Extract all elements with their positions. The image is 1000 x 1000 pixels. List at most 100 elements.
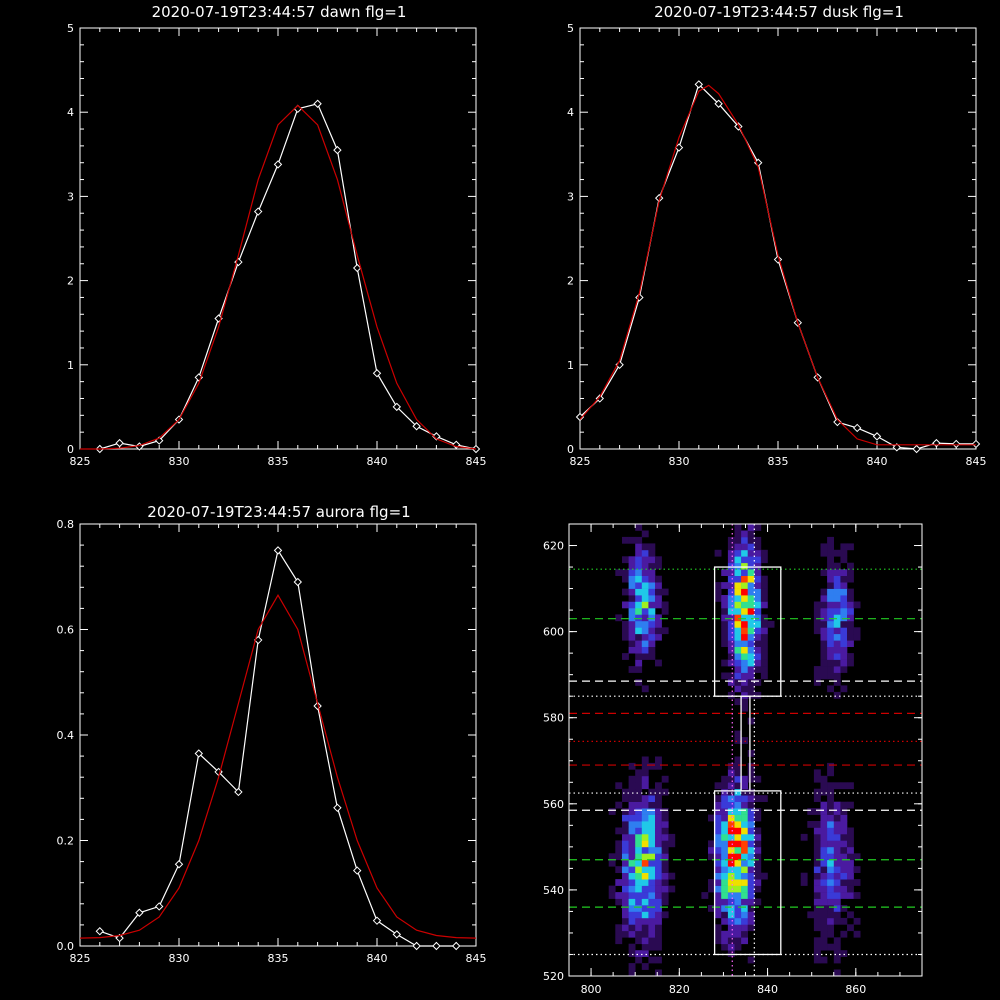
aurora-x-tick-label: 835 (268, 952, 289, 965)
aurora-spectrum-plot: 2020-07-19T23:44:57 aurora flg=1 825 830 8… (57, 503, 487, 965)
aurora-data-point (115, 933, 124, 943)
heatmap-cell (641, 614, 649, 622)
heatmap-cell (747, 607, 755, 615)
heatmap-cell (655, 879, 662, 886)
heatmap-cell (622, 575, 629, 583)
heatmap-cell (628, 627, 636, 635)
heatmap-cell (727, 582, 735, 589)
heatmap-cell (727, 937, 735, 945)
dawn-spectrum-plot: 2020-07-19T23:44:57 dawn flg=1 825 830 835… (67, 3, 487, 468)
heatmap-cell (813, 627, 821, 635)
heatmap-cell (635, 930, 643, 938)
dusk-data-point (872, 432, 882, 441)
heatmap-cell (754, 627, 762, 635)
heatmap-cell (734, 872, 742, 880)
heatmap-cell (741, 924, 748, 932)
heatmap-cell (648, 640, 656, 647)
heatmap-cell (813, 679, 821, 686)
heatmap-cell (840, 801, 848, 809)
heatmap-cell (648, 859, 656, 867)
heatmap-cell (813, 775, 821, 783)
heatmap-cell (741, 653, 748, 660)
heatmap-cell (747, 885, 755, 893)
dusk-y-tick-label: 3 (567, 190, 574, 203)
heatmap-cell (833, 601, 841, 609)
heatmap-cell (734, 795, 742, 802)
heatmap-cell (635, 575, 643, 583)
aurora-data-point (451, 941, 461, 951)
heatmap-cell (847, 607, 854, 615)
dawn-data-point (313, 99, 322, 108)
heatmap-cell (641, 762, 649, 770)
dawn-y-tick-label: 0 (67, 443, 74, 456)
heatmap-cell (628, 775, 636, 783)
heatmap-cell (655, 814, 662, 822)
heatmap-cell (747, 795, 755, 802)
heatmap-cell (734, 808, 742, 815)
heatmap-cell (635, 549, 643, 557)
aurora-data-point (392, 930, 402, 939)
heatmap-cell (813, 833, 821, 841)
heatmap-cell (661, 885, 669, 893)
heatmap-cell (741, 917, 748, 925)
dawn-x-tick-label: 825 (70, 455, 91, 468)
heatmap-cell (727, 549, 735, 557)
heatmap-cell (847, 569, 854, 576)
heatmap-cell (641, 685, 649, 693)
heatmap-cell (661, 892, 669, 899)
dusk-x-tick-label: 835 (768, 455, 789, 468)
aurora-y-tick-label: 0.6 (57, 624, 75, 637)
dusk-data-point (833, 417, 842, 427)
heatmap-cell (827, 924, 834, 932)
heatmap-cell (754, 795, 762, 802)
heatmap-cell (655, 762, 662, 770)
heatmap-cell (827, 859, 834, 867)
heatmap-cell (847, 840, 854, 848)
heatmap-cell (760, 556, 768, 564)
heatmap-cell (820, 607, 828, 615)
heatmap-cell (840, 872, 848, 880)
heatmap-cell (734, 685, 742, 693)
heatmap-cell (727, 691, 735, 699)
heatmap-cell (628, 569, 636, 576)
heatmap-cell (741, 562, 748, 570)
heatmap-cell (727, 640, 735, 647)
heatmap-cell (760, 575, 768, 583)
heatmap-cell (714, 859, 722, 867)
heatmap-cell (727, 672, 735, 680)
heatmap-cell (641, 924, 649, 932)
heatmap-cell (827, 814, 834, 822)
heatmap-cell (648, 924, 656, 932)
heatmap-cell (760, 653, 768, 660)
heatmap-cell (641, 575, 649, 583)
heatmap-cell (747, 549, 755, 557)
heatmap-cell (635, 937, 643, 945)
heatmap-cell (734, 569, 742, 576)
heatmap-cell (655, 866, 662, 873)
heatmap-cell (635, 905, 643, 912)
heatmap-cell (622, 917, 629, 925)
heatmap-cell (741, 582, 748, 589)
heatmap-cell (727, 562, 735, 570)
heatmap-cell (820, 872, 828, 880)
dawn-data-point (352, 263, 362, 273)
heatmap-cell (760, 872, 768, 880)
heatmap-cell (734, 614, 742, 622)
heatmap-cell (754, 679, 762, 686)
heatmap-cell (840, 950, 848, 957)
heatmap-cell (641, 808, 649, 815)
dusk-x-tick-label: 845 (966, 455, 987, 468)
heatmap-cell (615, 846, 623, 854)
heatmap-cell (833, 782, 841, 790)
heatmap-cell (853, 633, 861, 641)
heatmap-cell (622, 653, 629, 660)
heatmap-cell (813, 885, 821, 893)
heatmap-cell (813, 672, 821, 680)
heatmap-cell (840, 808, 848, 815)
heatmap-cell (641, 607, 649, 615)
heatmap-cell (727, 601, 735, 609)
heatmap-cell (840, 659, 848, 667)
heatmap-cell (741, 911, 748, 919)
heatmap-cell (615, 614, 623, 622)
aurora-y-tick-label: 0.0 (57, 940, 75, 953)
